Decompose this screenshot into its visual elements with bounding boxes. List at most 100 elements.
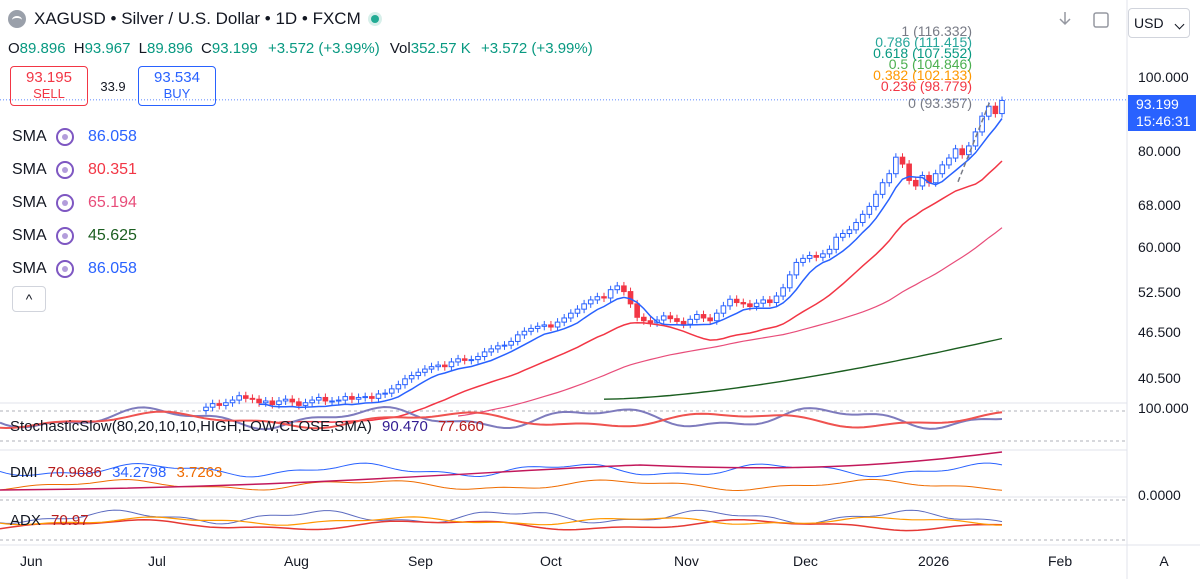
time-tick-label: Jul	[148, 553, 166, 569]
candle-body	[388, 388, 395, 394]
spread-value: 33.9	[100, 78, 126, 94]
candle	[700, 310, 707, 322]
candle	[349, 392, 355, 404]
candle-body	[786, 274, 793, 289]
candle	[521, 327, 528, 339]
change-value: +3.572 (+3.99%)	[267, 40, 380, 57]
candle-body	[833, 236, 839, 250]
candle-body	[203, 406, 209, 412]
candle	[541, 320, 548, 331]
time-tick-label: Oct	[540, 553, 562, 569]
candle	[680, 317, 687, 329]
candle	[528, 324, 534, 336]
candle-body	[773, 295, 780, 304]
candle	[243, 391, 249, 403]
download-icon[interactable]	[1056, 10, 1074, 30]
ohlc-legend: O89.896 H93.967 L89.896 C93.199 +3.572 (…	[8, 40, 593, 57]
candle-body	[899, 156, 906, 165]
candle	[826, 245, 833, 258]
candle-body	[448, 361, 455, 368]
collapse-legend-button[interactable]: ^	[12, 286, 46, 312]
candle-body	[641, 316, 647, 322]
candle	[209, 399, 216, 412]
sma-settings-icon[interactable]	[56, 160, 74, 179]
sma-settings-icon[interactable]	[56, 259, 74, 278]
candle-body	[229, 399, 236, 404]
stoch-d-value: 77.660	[438, 418, 484, 435]
currency-select[interactable]: USD	[1128, 8, 1190, 38]
candle	[408, 371, 415, 383]
fullscreen-icon[interactable]	[1092, 10, 1110, 30]
sma-line-1	[259, 118, 1003, 409]
auto-scale-button[interactable]: A	[1159, 553, 1169, 569]
candle-body	[442, 364, 448, 368]
candle-body	[979, 115, 985, 133]
candle-body	[906, 163, 912, 181]
candle	[952, 144, 959, 163]
candle-body	[621, 285, 627, 293]
candle-body	[534, 325, 541, 329]
sma-row-1[interactable]: SMA 86.058	[12, 127, 137, 146]
candle-body	[780, 287, 786, 297]
sma-row-3[interactable]: SMA 65.194	[12, 193, 137, 212]
sma-line-3	[458, 227, 1003, 417]
candle	[594, 292, 601, 304]
candle-body	[355, 396, 362, 400]
sma-legend: SMA 86.058 SMA 80.351 SMA 65.194 SMA 45.625 …	[12, 120, 137, 285]
candle-body	[501, 344, 508, 347]
adx-legend[interactable]: ADX 70.97	[10, 512, 89, 529]
candle	[926, 171, 932, 187]
fib-level-label: 0.618 (107.552)	[873, 45, 972, 61]
candle	[382, 389, 388, 399]
candle-body	[912, 179, 919, 187]
candle-body	[468, 359, 475, 362]
stoch-legend[interactable]: StochasticSlow(80,20,10,10,HIGH,LOW,CLOS…	[10, 418, 484, 435]
candle	[229, 396, 236, 407]
candle	[375, 390, 382, 403]
stoch-d-line	[0, 410, 1003, 430]
high-value: 93.967	[84, 40, 131, 57]
chevron-up-icon: ^	[25, 291, 33, 307]
candle	[939, 160, 946, 178]
candle-body	[382, 392, 388, 395]
buy-button[interactable]: 93.534 BUY	[138, 66, 216, 106]
candle	[800, 254, 806, 267]
volume-change-value: +3.572 (+3.99%)	[480, 40, 593, 57]
candle	[309, 396, 315, 407]
sma-value-3: 65.194	[88, 193, 137, 211]
sma-value-5: 86.058	[88, 259, 137, 277]
candle-body	[647, 320, 654, 324]
sma-row-5[interactable]: SMA 86.058	[12, 259, 137, 278]
candle-body	[992, 105, 999, 115]
candle-body	[362, 396, 368, 399]
candle-body	[302, 402, 309, 406]
candle	[329, 397, 335, 405]
candle-body	[820, 253, 826, 258]
symbol-header[interactable]: XAGUSD • Silver / U.S. Dollar • 1D • FXC…	[8, 8, 379, 30]
candle-body	[733, 298, 740, 304]
candle-body	[375, 393, 382, 399]
candle	[422, 365, 428, 377]
sma-row-2[interactable]: SMA 80.351	[12, 160, 137, 179]
candle	[249, 394, 256, 404]
dmi-scale-tick: 0.0000	[1138, 487, 1181, 503]
candle	[587, 295, 594, 308]
sell-button[interactable]: 93.195 SELL	[10, 66, 88, 106]
sma-row-4[interactable]: SMA 45.625	[12, 226, 137, 245]
adx-value: 70.97	[51, 512, 89, 529]
candle	[912, 176, 919, 190]
candle-body	[985, 105, 992, 117]
candle	[402, 374, 408, 389]
candle	[388, 384, 395, 398]
candle-body	[587, 299, 594, 305]
price-tick-label: 60.000	[1138, 239, 1181, 256]
candle	[873, 190, 879, 211]
sma-settings-icon[interactable]	[56, 193, 74, 212]
sma-settings-icon[interactable]	[56, 127, 74, 146]
candle-body	[574, 308, 581, 314]
candle	[720, 301, 727, 318]
dmi-legend[interactable]: DMI 70.9686 34.2798 3.7263	[10, 464, 222, 481]
sell-label: SELL	[33, 86, 65, 101]
sma-settings-icon[interactable]	[56, 226, 74, 245]
